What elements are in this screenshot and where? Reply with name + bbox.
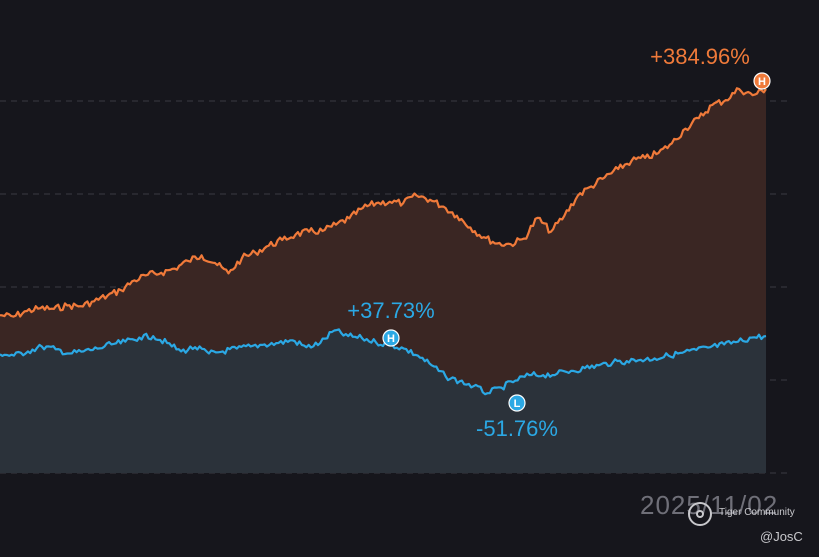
blue-high-marker (382, 329, 400, 347)
tiger-logo-icon (688, 502, 712, 526)
orange-high-label: +384.96% (650, 44, 750, 69)
orange-high-marker-letter: H (758, 76, 766, 88)
watermark-text: Tiger Community (719, 507, 795, 518)
blue-series-line (0, 328, 767, 396)
blue-series-area (0, 329, 766, 473)
blue-high-marker-letter: H (387, 333, 395, 345)
orange-series-line (0, 87, 767, 318)
blue-low-label: -51.76% (476, 416, 558, 441)
watermark: Tiger Community (688, 500, 813, 530)
blue-low-marker (508, 394, 526, 412)
blue-high-label: +37.73% (347, 298, 434, 323)
author-handle: @JosC (760, 529, 803, 544)
orange-high-marker (753, 72, 771, 90)
blue-low-marker-letter: L (514, 398, 521, 410)
